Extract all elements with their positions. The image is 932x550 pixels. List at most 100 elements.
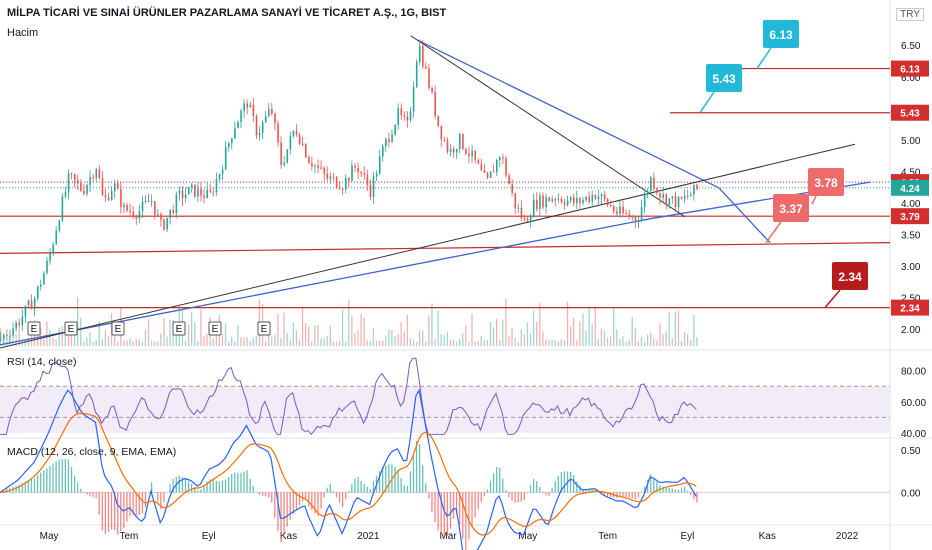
volume-bar [348, 299, 350, 346]
macd-histogram-bar [15, 485, 17, 493]
volume-bar [67, 332, 70, 346]
volume-bar [264, 341, 267, 346]
volume-bar [292, 322, 294, 346]
earnings-marker-label: E [212, 324, 219, 335]
macd-histogram-bar [459, 492, 461, 525]
macd-pane-label[interactable]: MACD (12, 26, close, 9, EMA, EMA) [7, 446, 177, 458]
candle-body [231, 138, 233, 144]
macd-histogram-bar [631, 492, 633, 499]
candle-body [566, 200, 569, 205]
candle-body [224, 146, 227, 170]
candle-body [292, 130, 295, 136]
volume-bar [440, 334, 442, 346]
macd-histogram-bar [345, 492, 347, 500]
trendline-blue-lower [0, 218, 651, 346]
macd-histogram-bar [650, 474, 652, 493]
macd-histogram-bar [455, 492, 458, 514]
candle-body [332, 176, 335, 178]
macd-histogram-bar [662, 486, 664, 493]
volume-bar [345, 341, 347, 346]
volume-bar [354, 332, 356, 346]
macd-histogram-bar [372, 481, 375, 493]
callout-3-78-pointer [811, 195, 817, 205]
macd-histogram-bar [403, 485, 405, 493]
volume-bar [351, 315, 353, 346]
trendline-black-lower [0, 143, 856, 349]
macd-histogram-bar [505, 490, 507, 493]
price-tick-label: 2.00 [901, 325, 921, 336]
candle-body [98, 169, 101, 179]
volume-bar [459, 339, 461, 346]
macd-histogram-bar [320, 492, 322, 509]
macd-histogram-bar [366, 486, 368, 493]
rsi-pane-label[interactable]: RSI (14, close) [7, 356, 77, 368]
macd-histogram-bar [43, 470, 45, 493]
candle-body [157, 213, 159, 216]
candle-body [144, 200, 147, 202]
macd-histogram-bar [397, 469, 399, 493]
volume-indicator-label[interactable]: Hacim [7, 27, 39, 39]
candle-body [117, 183, 119, 189]
candle-body [178, 190, 181, 195]
candle-body [523, 218, 526, 220]
volume-bar [594, 307, 596, 346]
price-level-tag-text: 3.79 [900, 212, 920, 223]
price-tick-label: 3.00 [901, 262, 921, 273]
candle-body [369, 184, 372, 198]
currency-badge[interactable]: TRY [896, 8, 924, 21]
macd-histogram-bar [181, 477, 184, 493]
candle-body [656, 188, 658, 194]
volume-bar [625, 341, 627, 346]
candle-body [323, 167, 326, 174]
macd-histogram-bar [452, 492, 455, 519]
candle-body [517, 207, 520, 209]
candle-body [138, 211, 141, 219]
macd-histogram-bar [628, 492, 630, 498]
volume-bar [283, 312, 285, 346]
candle-body [55, 230, 58, 245]
candle-body [532, 199, 535, 218]
candle-body [360, 171, 363, 174]
price-level-tag [891, 208, 929, 225]
volume-bar [206, 333, 208, 346]
candle-body [80, 183, 82, 191]
macd-histogram-bar [129, 492, 131, 516]
volume-bar [70, 333, 73, 346]
volume-bar [520, 328, 522, 346]
macd-histogram-bar [637, 492, 640, 498]
volume-bar [89, 332, 91, 346]
volume-bar [532, 310, 535, 346]
volume-bar [308, 326, 310, 346]
candle-body [89, 176, 91, 185]
macd-histogram-bar [218, 481, 221, 493]
candle-body [400, 108, 403, 116]
volume-bar [600, 328, 603, 346]
volume-bar [409, 338, 412, 346]
rsi-line [0, 357, 697, 436]
candle-body [77, 180, 79, 184]
volume-bar [277, 314, 279, 346]
candle-body [234, 128, 236, 139]
candle-body [573, 197, 575, 204]
candle-body [428, 68, 430, 88]
macd-histogram-bar [579, 485, 581, 493]
candle-body [409, 111, 412, 121]
volume-bar [668, 311, 670, 346]
macd-histogram-bar [304, 492, 307, 500]
macd-histogram-bar [388, 464, 390, 493]
price-tick-label: 4.50 [901, 167, 921, 178]
candle-body [693, 184, 695, 195]
volume-bar [560, 339, 562, 346]
candle-body [391, 134, 393, 142]
candle-body [548, 197, 550, 202]
macd-histogram-bar [227, 477, 230, 493]
callout-6-13 [763, 20, 799, 48]
candle-body [9, 335, 11, 337]
volume-bar [650, 332, 652, 346]
macd-histogram-bar [311, 492, 313, 511]
macd-histogram-bar [169, 484, 171, 493]
volume-bar [545, 339, 547, 346]
price-level-tag-text: 5.43 [900, 109, 920, 120]
volume-bar [240, 337, 242, 346]
